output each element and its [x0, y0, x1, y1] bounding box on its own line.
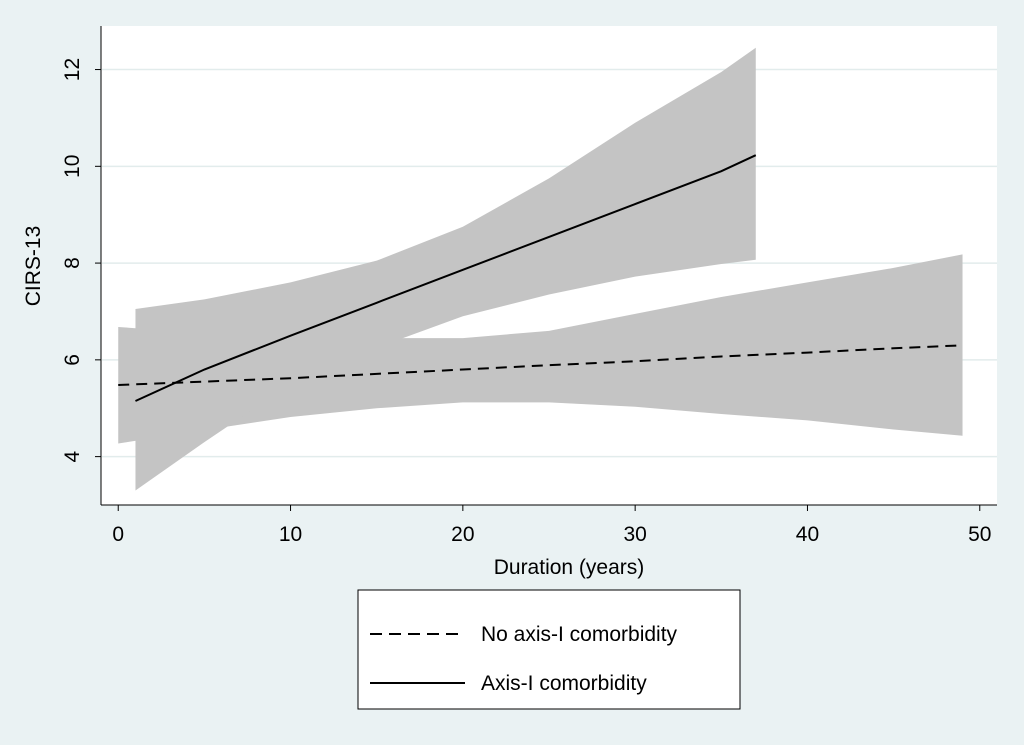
- y-tick-label-4: 12: [61, 58, 84, 81]
- y-axis-title: CIRS-13: [22, 226, 45, 307]
- legend-label-no-axis-i: No axis-I comorbidity: [481, 623, 678, 646]
- line-series-1: [135, 154, 757, 402]
- axes: [100, 26, 997, 506]
- y-tick-label-2: 8: [61, 257, 84, 269]
- legend: No axis-I comorbidity Axis-I comorbidity: [357, 589, 741, 710]
- y-tick-label-0: 4: [61, 450, 84, 462]
- y-tick-label-3: 10: [61, 155, 84, 178]
- legend-label-axis-i: Axis-I comorbidity: [481, 672, 647, 695]
- x-tick-label-0: 0: [112, 523, 124, 546]
- x-tick-label-3: 30: [623, 523, 646, 546]
- x-axis-title: Duration (years): [494, 556, 645, 579]
- ci-band-series-0: [118, 254, 963, 444]
- x-tick-label-1: 10: [279, 523, 302, 546]
- y-tick-label-1: 6: [61, 354, 84, 366]
- series-lines: [118, 154, 963, 402]
- x-tick-label-5: 50: [968, 523, 991, 546]
- legend-box: [357, 589, 741, 710]
- x-tick-label-4: 40: [796, 523, 819, 546]
- x-tick-label-2: 20: [451, 523, 474, 546]
- ticks: 4 6 8 10 12 0 10 20 30 40 50: [61, 58, 991, 546]
- ci-band-series-1: [135, 47, 756, 491]
- confidence-bands: [118, 47, 963, 491]
